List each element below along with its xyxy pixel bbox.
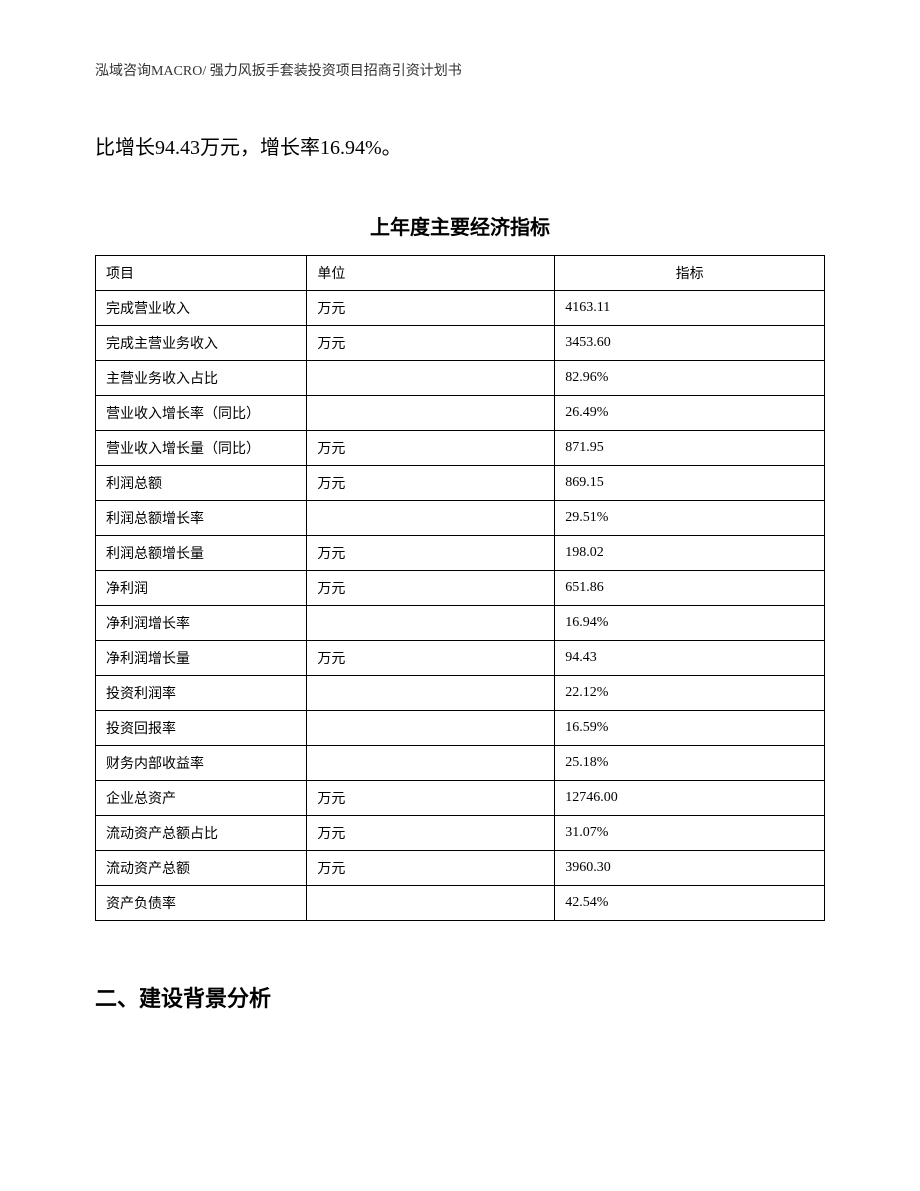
table-cell-unit: 万元 — [307, 431, 555, 466]
table-cell-value: 869.15 — [555, 466, 825, 501]
table-row: 财务内部收益率 25.18% — [96, 746, 825, 781]
table-cell-unit: 万元 — [307, 571, 555, 606]
table-cell-value: 4163.11 — [555, 291, 825, 326]
table-row: 资产负债率 42.54% — [96, 886, 825, 921]
table-header-unit: 单位 — [307, 256, 555, 291]
table-cell-unit: 万元 — [307, 816, 555, 851]
table-cell-value: 82.96% — [555, 361, 825, 396]
table-cell-item: 净利润增长量 — [96, 641, 307, 676]
table-cell-item: 投资利润率 — [96, 676, 307, 711]
table-row: 利润总额万元869.15 — [96, 466, 825, 501]
table-cell-value: 3960.30 — [555, 851, 825, 886]
table-header-value: 指标 — [555, 256, 825, 291]
table-cell-unit — [307, 886, 555, 921]
table-cell-value: 16.94% — [555, 606, 825, 641]
table-row: 净利润万元651.86 — [96, 571, 825, 606]
table-cell-unit — [307, 361, 555, 396]
table-cell-value: 94.43 — [555, 641, 825, 676]
table-title: 上年度主要经济指标 — [95, 211, 825, 240]
table-row: 流动资产总额占比万元31.07% — [96, 816, 825, 851]
table-cell-unit: 万元 — [307, 326, 555, 361]
table-cell-unit — [307, 606, 555, 641]
table-cell-value: 12746.00 — [555, 781, 825, 816]
table-row: 流动资产总额万元3960.30 — [96, 851, 825, 886]
table-row: 净利润增长率 16.94% — [96, 606, 825, 641]
table-cell-item: 财务内部收益率 — [96, 746, 307, 781]
table-row: 主营业务收入占比 82.96% — [96, 361, 825, 396]
table-row: 营业收入增长量（同比）万元871.95 — [96, 431, 825, 466]
page-header: 泓域咨询MACRO/ 强力风扳手套装投资项目招商引资计划书 — [95, 60, 825, 80]
table-row: 营业收入增长率（同比） 26.49% — [96, 396, 825, 431]
table-cell-value: 29.51% — [555, 501, 825, 536]
table-body: 完成营业收入万元4163.11完成主营业务收入万元3453.60主营业务收入占比… — [96, 291, 825, 921]
table-cell-value: 26.49% — [555, 396, 825, 431]
table-cell-unit — [307, 746, 555, 781]
table-cell-value: 198.02 — [555, 536, 825, 571]
table-row: 企业总资产万元12746.00 — [96, 781, 825, 816]
table-cell-unit — [307, 501, 555, 536]
table-row: 净利润增长量万元94.43 — [96, 641, 825, 676]
table-header-row: 项目 单位 指标 — [96, 256, 825, 291]
table-cell-item: 流动资产总额 — [96, 851, 307, 886]
table-cell-unit: 万元 — [307, 641, 555, 676]
table-cell-unit: 万元 — [307, 466, 555, 501]
table-cell-value: 3453.60 — [555, 326, 825, 361]
table-cell-unit: 万元 — [307, 536, 555, 571]
table-cell-item: 完成营业收入 — [96, 291, 307, 326]
table-row: 完成主营业务收入万元3453.60 — [96, 326, 825, 361]
table-cell-unit: 万元 — [307, 781, 555, 816]
table-cell-value: 25.18% — [555, 746, 825, 781]
table-row: 利润总额增长量万元198.02 — [96, 536, 825, 571]
table-cell-item: 营业收入增长量（同比） — [96, 431, 307, 466]
header-text: 泓域咨询MACRO/ 强力风扳手套装投资项目招商引资计划书 — [95, 64, 462, 79]
table-cell-item: 流动资产总额占比 — [96, 816, 307, 851]
table-cell-item: 完成主营业务收入 — [96, 326, 307, 361]
table-cell-item: 营业收入增长率（同比） — [96, 396, 307, 431]
table-cell-item: 企业总资产 — [96, 781, 307, 816]
table-cell-item: 利润总额 — [96, 466, 307, 501]
table-row: 投资回报率 16.59% — [96, 711, 825, 746]
table-row: 完成营业收入万元4163.11 — [96, 291, 825, 326]
table-cell-value: 31.07% — [555, 816, 825, 851]
table-cell-value: 22.12% — [555, 676, 825, 711]
table-cell-unit — [307, 396, 555, 431]
table-cell-value: 651.86 — [555, 571, 825, 606]
table-cell-unit — [307, 711, 555, 746]
table-header-item: 项目 — [96, 256, 307, 291]
economic-indicators-table: 项目 单位 指标 完成营业收入万元4163.11完成主营业务收入万元3453.6… — [95, 255, 825, 921]
table-cell-value: 871.95 — [555, 431, 825, 466]
table-cell-item: 投资回报率 — [96, 711, 307, 746]
table-cell-item: 主营业务收入占比 — [96, 361, 307, 396]
table-row: 投资利润率 22.12% — [96, 676, 825, 711]
table-cell-item: 净利润增长率 — [96, 606, 307, 641]
table-row: 利润总额增长率 29.51% — [96, 501, 825, 536]
table-cell-item: 利润总额增长率 — [96, 501, 307, 536]
table-cell-value: 16.59% — [555, 711, 825, 746]
table-cell-item: 净利润 — [96, 571, 307, 606]
table-cell-value: 42.54% — [555, 886, 825, 921]
table-cell-unit — [307, 676, 555, 711]
table-cell-item: 利润总额增长量 — [96, 536, 307, 571]
body-paragraph: 比增长94.43万元，增长率16.94%。 — [95, 130, 825, 166]
table-cell-unit: 万元 — [307, 291, 555, 326]
table-cell-item: 资产负债率 — [96, 886, 307, 921]
table-cell-unit: 万元 — [307, 851, 555, 886]
body-line: 比增长94.43万元，增长率16.94%。 — [95, 137, 402, 159]
section-heading: 二、建设背景分析 — [95, 981, 825, 1013]
